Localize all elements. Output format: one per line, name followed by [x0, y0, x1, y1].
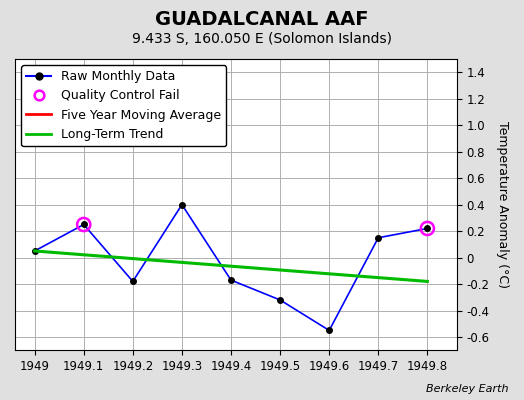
- Text: GUADALCANAL AAF: GUADALCANAL AAF: [155, 10, 369, 29]
- Text: Berkeley Earth: Berkeley Earth: [426, 384, 508, 394]
- Text: 9.433 S, 160.050 E (Solomon Islands): 9.433 S, 160.050 E (Solomon Islands): [132, 32, 392, 46]
- Point: [80, 221, 88, 228]
- Legend: Raw Monthly Data, Quality Control Fail, Five Year Moving Average, Long-Term Tren: Raw Monthly Data, Quality Control Fail, …: [21, 65, 226, 146]
- Y-axis label: Temperature Anomaly (°C): Temperature Anomaly (°C): [496, 121, 509, 288]
- Point: [423, 225, 432, 232]
